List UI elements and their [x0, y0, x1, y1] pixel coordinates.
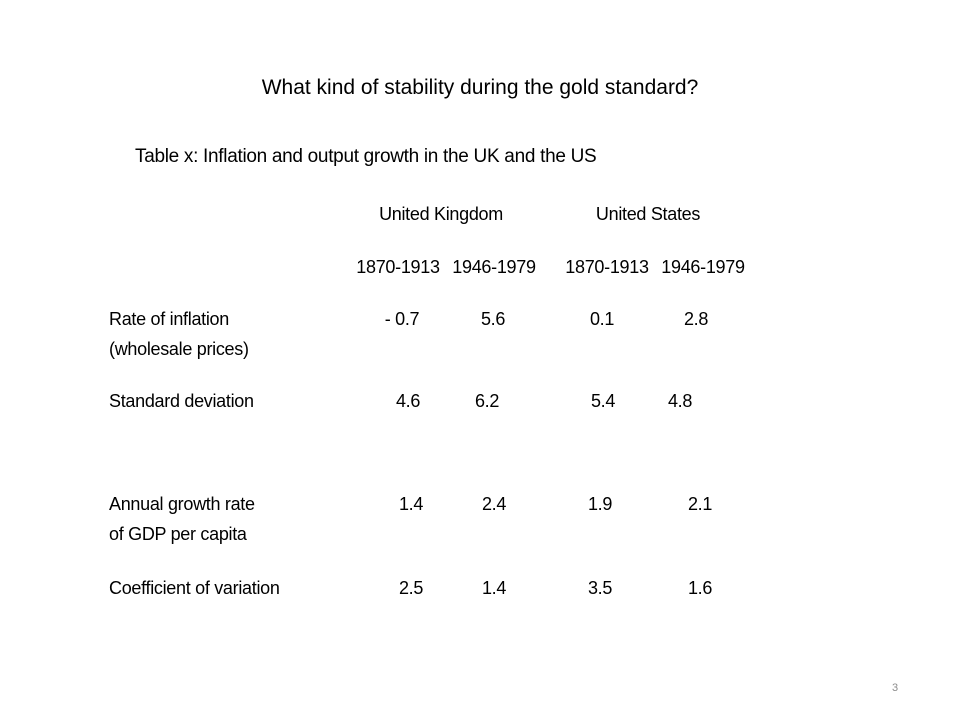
- cell-sd-us-2: 4.8: [667, 391, 693, 411]
- cell-inflation-us-2: 2.8: [683, 309, 709, 329]
- row-label-growth-rate-sub: of GDP per capita: [109, 524, 247, 544]
- row-label-standard-deviation: Standard deviation: [109, 391, 254, 411]
- country-header-uk: United Kingdom: [379, 204, 503, 224]
- period-header-uk-1: 1870-1913: [356, 257, 440, 277]
- cell-cv-us-2: 1.6: [687, 578, 713, 598]
- period-header-us-2: 1946-1979: [661, 257, 745, 277]
- page-number: 3: [892, 682, 899, 694]
- cell-cv-uk-2: 1.4: [481, 578, 507, 598]
- country-header-us: United States: [595, 204, 701, 224]
- cell-sd-uk-2: 6.2: [474, 391, 500, 411]
- row-label-coefficient-of-variation: Coefficient of variation: [109, 578, 280, 598]
- cell-sd-uk-1: 4.6: [395, 391, 421, 411]
- slide-title: What kind of stability during the gold s…: [261, 76, 699, 99]
- row-label-growth-rate: Annual growth rate: [109, 494, 255, 514]
- cell-growth-us-2: 2.1: [687, 494, 713, 514]
- cell-cv-us-1: 3.5: [587, 578, 613, 598]
- cell-inflation-uk-2: 5.6: [480, 309, 506, 329]
- cell-cv-uk-1: 2.5: [398, 578, 424, 598]
- cell-growth-uk-1: 1.4: [398, 494, 424, 514]
- period-header-us-1: 1870-1913: [565, 257, 649, 277]
- period-header-uk-2: 1946-1979: [452, 257, 536, 277]
- table-caption: Table x: Inflation and output growth in …: [135, 146, 597, 167]
- row-label-inflation-sub: (wholesale prices): [109, 339, 249, 359]
- cell-sd-us-1: 5.4: [590, 391, 616, 411]
- cell-growth-us-1: 1.9: [587, 494, 613, 514]
- row-label-inflation: Rate of inflation: [109, 309, 229, 329]
- cell-inflation-us-1: 0.1: [589, 309, 615, 329]
- cell-growth-uk-2: 2.4: [481, 494, 507, 514]
- cell-inflation-uk-1: - 0.7: [384, 309, 420, 329]
